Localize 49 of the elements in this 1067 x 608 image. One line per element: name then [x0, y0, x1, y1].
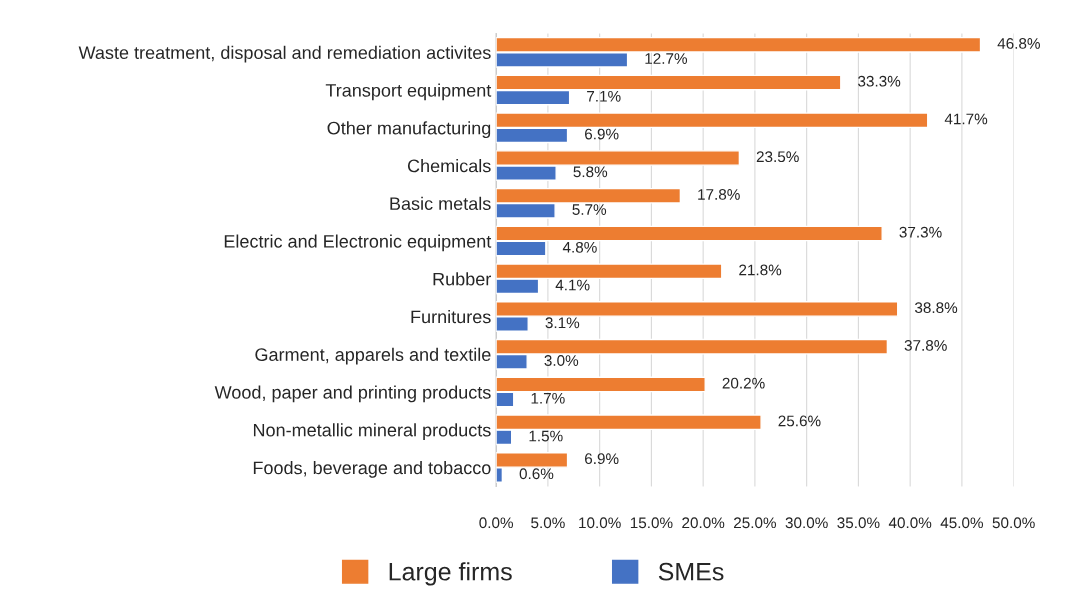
x-tick-label: 5.0% [531, 517, 565, 529]
data-label: 4.8% [562, 241, 597, 253]
data-label: 37.8% [904, 340, 947, 351]
data-label: 37.3% [899, 226, 942, 238]
data-label: 38.8% [914, 302, 958, 314]
data-label: 20.2% [722, 377, 765, 389]
x-tick-label: 50.0% [992, 517, 1035, 529]
x-tick-label: 20.0% [682, 517, 725, 529]
data-label: 12.7% [645, 53, 688, 64]
y-tick-label: Chemicals [407, 159, 491, 173]
data-label: 7.1% [587, 90, 621, 102]
y-tick-label: Rubber [433, 272, 491, 286]
x-tick-label: 15.0% [630, 517, 673, 529]
data-label: 17.8% [698, 189, 740, 200]
data-label: 33.3% [858, 75, 901, 87]
x-tick-label: 40.0% [888, 517, 932, 529]
data-label: 21.8% [739, 264, 782, 276]
data-label: 4.1% [555, 279, 590, 291]
x-tick-label: 45.0% [940, 517, 984, 529]
x-tick-label: 10.0% [579, 517, 621, 529]
x-tick-label: 0.0% [479, 517, 514, 529]
y-tick-label: Electric and Electronic equipment [224, 234, 492, 252]
data-label: 3.0% [544, 355, 579, 366]
y-tick-label: Other manufacturing [327, 121, 491, 139]
x-tick-label: 25.0% [734, 517, 777, 529]
legend-label: Large firms [389, 562, 512, 586]
data-label: 46.8% [997, 38, 1040, 49]
y-tick-label: Garment, apparels and textile [255, 347, 491, 365]
y-tick-label: Wood, paper and printing products [214, 385, 491, 403]
data-label: 25.6% [778, 415, 821, 427]
data-label: 5.8% [573, 166, 608, 178]
data-label: 1.7% [531, 392, 565, 404]
data-label: 41.7% [944, 113, 988, 125]
data-label: 1.5% [529, 430, 563, 442]
data-label: 6.9% [585, 453, 619, 465]
y-tick-label: Transport equipment [325, 83, 492, 101]
y-tick-label: Non-metallic mineral products [253, 423, 491, 441]
data-label: 0.6% [519, 468, 554, 480]
y-tick-label: Foods, beverage and tobacco [253, 460, 491, 478]
y-tick-label: Waste treatment, disposal and remediation activites [78, 45, 491, 63]
legend-label: SMEs [658, 562, 724, 581]
data-label: 6.9% [585, 128, 619, 140]
y-tick-label: Furnitures [411, 310, 491, 324]
y-tick-label: Basic metals [390, 196, 491, 211]
x-tick-label: 30.0% [785, 517, 828, 529]
data-label: 23.5% [756, 151, 799, 163]
x-tick-label: 35.0% [837, 517, 880, 529]
data-label: 5.7% [572, 204, 607, 215]
data-label: 3.1% [545, 317, 580, 329]
